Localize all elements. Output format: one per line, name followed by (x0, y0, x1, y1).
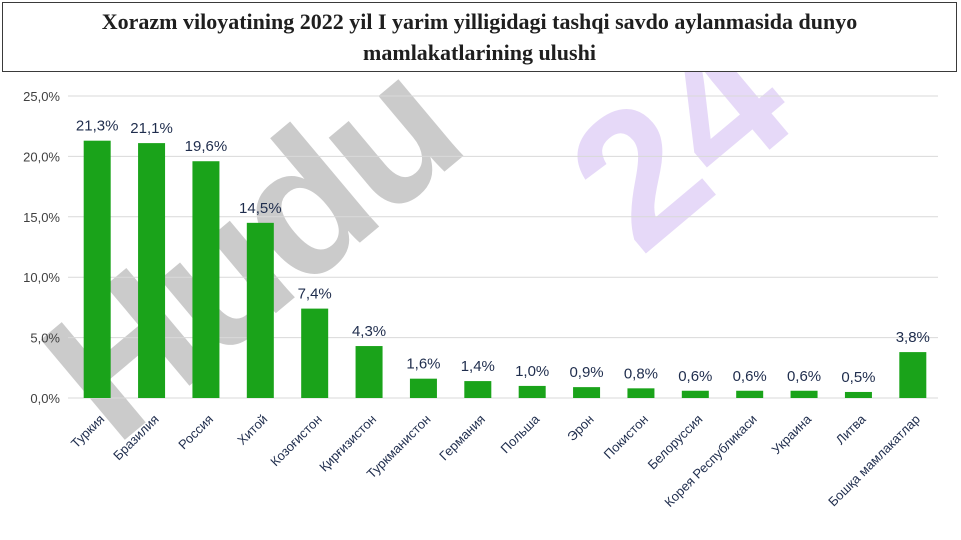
data-label: 0,8% (624, 365, 658, 382)
category-label: Россия (175, 412, 216, 453)
bar (790, 390, 818, 398)
bar (246, 222, 274, 398)
bar (573, 387, 601, 398)
bar (464, 381, 492, 398)
data-label: 0,6% (787, 368, 821, 385)
data-label: 14,5% (239, 200, 282, 217)
data-label: 0,5% (841, 369, 875, 386)
bar (192, 161, 220, 398)
category-label: Литва (833, 411, 869, 447)
category-label: Украина (769, 411, 815, 457)
bar (681, 390, 709, 398)
category-label: Эрон (564, 412, 597, 445)
title-box: Xorazm viloyatining 2022 yil I yarim yil… (2, 2, 957, 72)
y-tick-label: 20,0% (23, 149, 60, 164)
category-label: Бразилия (110, 412, 162, 464)
chart-title: Xorazm viloyatining 2022 yil I yarim yil… (101, 9, 858, 65)
bar (627, 388, 655, 398)
data-label: 0,9% (569, 364, 603, 381)
bar (83, 140, 111, 399)
data-label: 0,6% (678, 368, 712, 385)
bar (844, 391, 872, 398)
y-tick-label: 25,0% (23, 89, 60, 104)
bar (518, 385, 546, 398)
category-label: Корея Республикаси (661, 412, 759, 510)
data-label: 7,4% (298, 286, 332, 303)
data-label: 21,1% (130, 120, 173, 137)
data-label: 0,6% (733, 368, 767, 385)
bar (409, 378, 437, 398)
data-label: 3,8% (896, 329, 930, 346)
bar (355, 346, 383, 398)
category-label: Туркия (68, 412, 107, 451)
data-label: 1,4% (461, 358, 495, 375)
category-label: Покистон (601, 412, 651, 462)
y-tick-label: 0,0% (30, 391, 60, 406)
bar (736, 390, 764, 398)
data-label: 19,6% (185, 138, 228, 155)
data-label: 21,3% (76, 118, 119, 135)
data-label: 1,6% (406, 356, 440, 373)
y-tick-label: 5,0% (30, 331, 60, 346)
bar (138, 143, 166, 398)
category-label: Козоғистон (267, 412, 325, 470)
y-tick-label: 15,0% (23, 210, 60, 225)
y-tick-label: 10,0% (23, 270, 60, 285)
data-label: 4,3% (352, 323, 386, 340)
category-label: Германия (436, 412, 488, 464)
bar (301, 308, 329, 398)
bar (899, 352, 927, 398)
data-label: 1,0% (515, 363, 549, 380)
category-label: Хитой (234, 412, 270, 448)
category-label: Польша (498, 411, 543, 456)
category-label: Бошқа мамлакатлар (825, 412, 923, 510)
